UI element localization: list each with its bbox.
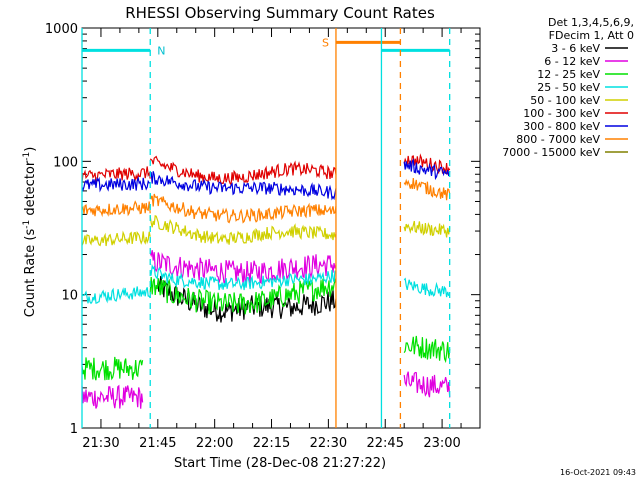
y-tick-label: 1 — [70, 422, 78, 437]
legend-entry-label: 300 - 800 keV — [523, 120, 600, 133]
legend-header-detectors: Det 1,3,4,5,6,9, — [548, 16, 634, 29]
series-line — [403, 277, 450, 298]
legend-entry-label: 3 - 6 keV — [551, 42, 600, 55]
series-line — [81, 200, 151, 218]
x-tick-label: 23:00 — [423, 436, 460, 451]
y-label-superscript-1: -1 — [22, 220, 32, 229]
night-label: N — [157, 44, 165, 57]
saa-label: S — [322, 36, 329, 49]
series-line — [403, 158, 451, 181]
series-800-7000keV — [81, 177, 451, 224]
legend-entry-label: 100 - 300 keV — [523, 107, 600, 120]
series-line — [149, 193, 337, 224]
y-axis-label: Count Rate (s-1 detector-1) — [22, 147, 38, 318]
x-tick-label: 21:45 — [139, 436, 176, 451]
legend-entry-label: 50 - 100 keV — [530, 94, 600, 107]
legend: Det 1,3,4,5,6,9, FDecim 1, Att 0 3 - 6 k… — [502, 16, 634, 159]
series-line — [149, 263, 337, 291]
footer-timestamp: 16-Oct-2021 09:43 — [560, 468, 636, 477]
series-line — [81, 166, 151, 184]
y-label-part-1: Count Rate (s — [23, 229, 38, 318]
y-tick-label: 10 — [61, 289, 78, 304]
series-25-50keV — [81, 263, 450, 305]
legend-header-decimation: FDecim 1, Att 0 — [549, 29, 634, 42]
x-axis-label: Start Time (28-Dec-08 21:27:22) — [174, 456, 386, 471]
x-tick-label: 22:45 — [367, 436, 404, 451]
legend-entry-label: 7000 - 15000 keV — [502, 146, 600, 159]
x-tick-label: 22:00 — [196, 436, 233, 451]
series-line — [81, 175, 151, 193]
series-line — [149, 171, 337, 201]
y-label-part-2: detector — [23, 160, 38, 220]
series-line — [149, 155, 337, 187]
legend-entry-label: 6 - 12 keV — [544, 55, 600, 68]
series-line — [81, 230, 151, 247]
x-tick-label: 22:30 — [310, 436, 347, 451]
series-300-800keV — [81, 158, 451, 201]
plot-area: 1 10 100 1000 21:30 21:45 22:00 22:15 22:30 22:45… — [45, 22, 481, 451]
x-tick-label: 21:30 — [82, 436, 119, 451]
series-line — [81, 356, 144, 381]
series-line — [403, 335, 451, 364]
series-line — [81, 286, 151, 305]
x-tick-label: 22:15 — [253, 436, 290, 451]
legend-entry-label: 800 - 7000 keV — [516, 133, 600, 146]
legend-entry-label: 12 - 25 keV — [537, 68, 600, 81]
chart-title: RHESSI Observing Summary Count Rates — [125, 4, 435, 22]
series-line — [403, 220, 451, 238]
series-line — [403, 177, 451, 201]
y-label-part-3: ) — [23, 147, 38, 152]
series-line — [81, 384, 144, 409]
y-label-superscript-2: -1 — [22, 152, 32, 161]
legend-entry-label: 25 - 50 keV — [537, 81, 600, 94]
y-tick-label: 100 — [53, 155, 78, 170]
y-tick-label: 1000 — [45, 22, 78, 37]
series-50-100keV — [81, 214, 451, 247]
series-line — [403, 371, 451, 398]
series-line — [149, 214, 337, 245]
